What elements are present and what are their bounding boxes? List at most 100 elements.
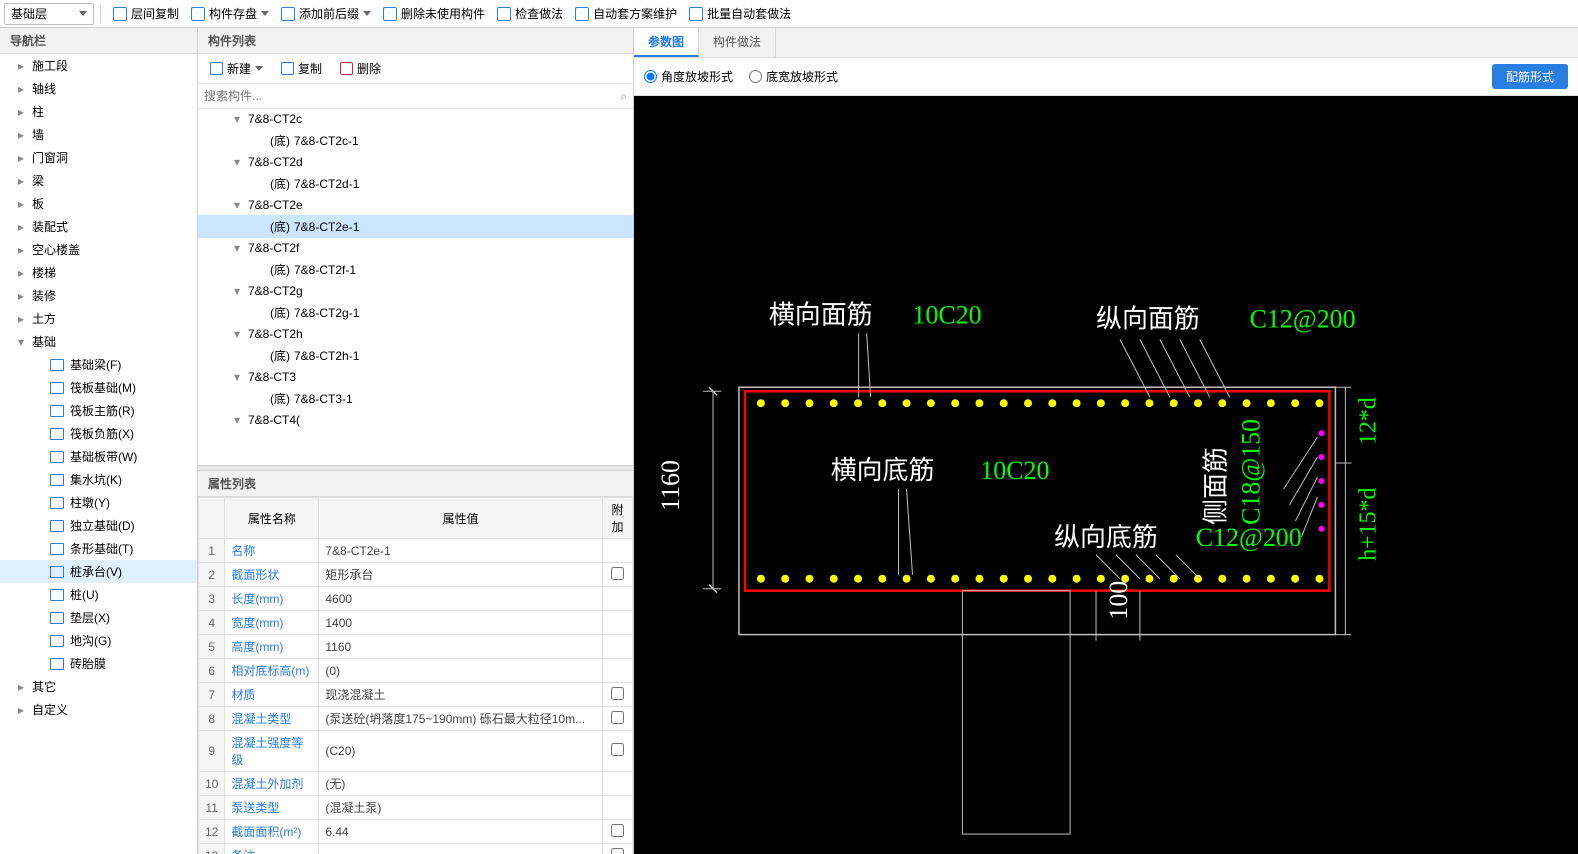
- prop-row[interactable]: 10混凝土外加剂(无): [199, 772, 633, 796]
- prop-chk[interactable]: [603, 611, 633, 635]
- nav-sub-item[interactable]: 筏板主筋(R): [0, 399, 197, 422]
- comp-tree-subitem[interactable]: (底) 7&8-CT2g-1: [198, 301, 633, 324]
- nav-sub-item[interactable]: 独立基础(D): [0, 514, 197, 537]
- prop-val[interactable]: 6.44: [319, 820, 603, 844]
- toolbar-btn-3[interactable]: 删除未使用构件: [377, 3, 491, 25]
- delete-button[interactable]: 删除: [334, 58, 387, 79]
- prop-val[interactable]: 矩形承台: [319, 563, 603, 587]
- prop-chk[interactable]: [603, 844, 633, 854]
- prop-val[interactable]: 1400: [319, 611, 603, 635]
- comp-tree-item[interactable]: ▾7&8-CT2g: [198, 281, 633, 301]
- right-tab[interactable]: 构件做法: [699, 28, 776, 57]
- nav-sub-item[interactable]: 桩(U): [0, 583, 197, 606]
- prop-row[interactable]: 13备注: [199, 844, 633, 854]
- prop-row[interactable]: 1名称7&8-CT2e-1: [199, 539, 633, 563]
- nav-group[interactable]: ▸轴线: [0, 77, 197, 100]
- prop-row[interactable]: 2截面形状矩形承台: [199, 563, 633, 587]
- prop-val[interactable]: (泵送砼(坍落度175~190mm) 砾石最大粒径10m...: [319, 707, 603, 731]
- nav-group[interactable]: ▸其它: [0, 675, 197, 698]
- nav-group[interactable]: ▸装配式: [0, 215, 197, 238]
- toolbar-btn-1[interactable]: 构件存盘: [185, 3, 275, 25]
- prop-val[interactable]: 现浇混凝土: [319, 683, 603, 707]
- toolbar-btn-4[interactable]: 检查做法: [491, 3, 569, 25]
- comp-tree-subitem[interactable]: (底) 7&8-CT2c-1: [198, 129, 633, 152]
- nav-sub-item[interactable]: 桩承台(V): [0, 560, 197, 583]
- nav-sub-item[interactable]: 地沟(G): [0, 629, 197, 652]
- right-tab[interactable]: 参数图: [634, 28, 699, 57]
- prop-row[interactable]: 7材质现浇混凝土: [199, 683, 633, 707]
- comp-tree-item[interactable]: ▾7&8-CT2f: [198, 238, 633, 258]
- nav-sub-item[interactable]: 垫层(X): [0, 606, 197, 629]
- comp-tree-item[interactable]: ▾7&8-CT4(: [198, 410, 633, 430]
- prop-row[interactable]: 11泵送类型(混凝土泵): [199, 796, 633, 820]
- prop-chk[interactable]: [603, 772, 633, 796]
- toolbar-btn-2[interactable]: 添加前后缀: [275, 3, 377, 25]
- prop-chk[interactable]: [603, 796, 633, 820]
- comp-tree-subitem[interactable]: (底) 7&8-CT2h-1: [198, 344, 633, 367]
- prop-val[interactable]: (C20): [319, 731, 603, 772]
- prop-row[interactable]: 6相对底标高(m)(0): [199, 659, 633, 683]
- prop-row[interactable]: 9混凝土强度等级(C20): [199, 731, 633, 772]
- toolbar-btn-6[interactable]: 批量自动套做法: [683, 3, 797, 25]
- comp-tree-item[interactable]: ▾7&8-CT2c: [198, 109, 633, 129]
- reinf-mode-button[interactable]: 配筋形式: [1492, 64, 1568, 89]
- nav-sub-item[interactable]: 柱墩(Y): [0, 491, 197, 514]
- prop-val[interactable]: (混凝土泵): [319, 796, 603, 820]
- comp-tree-subitem[interactable]: (底) 7&8-CT2f-1: [198, 258, 633, 281]
- new-button[interactable]: 新建: [204, 58, 269, 79]
- diagram-canvas[interactable]: 横向面筋10C20纵向面筋C12@200横向底筋10C20纵向底筋C12@200…: [634, 96, 1578, 854]
- prop-row[interactable]: 3长度(mm)4600: [199, 587, 633, 611]
- nav-group[interactable]: ▸自定义: [0, 698, 197, 721]
- prop-row[interactable]: 4宽度(mm)1400: [199, 611, 633, 635]
- prop-chk[interactable]: [603, 731, 633, 772]
- nav-group[interactable]: ▸墙: [0, 123, 197, 146]
- nav-group[interactable]: ▸土方: [0, 307, 197, 330]
- comp-tree-subitem[interactable]: (底) 7&8-CT2e-1: [198, 215, 633, 238]
- prop-chk[interactable]: [603, 820, 633, 844]
- opt-angle[interactable]: 角度放坡形式: [644, 68, 733, 85]
- comp-tree-item[interactable]: ▾7&8-CT2d: [198, 152, 633, 172]
- comp-tree-subitem[interactable]: (底) 7&8-CT2d-1: [198, 172, 633, 195]
- toolbar-btn-0[interactable]: 层间复制: [107, 3, 185, 25]
- opt-width[interactable]: 底宽放坡形式: [749, 68, 838, 85]
- nav-group[interactable]: ▸装修: [0, 284, 197, 307]
- copy-button[interactable]: 复制: [275, 58, 328, 79]
- nav-sub-item[interactable]: 基础板带(W): [0, 445, 197, 468]
- prop-chk[interactable]: [603, 587, 633, 611]
- nav-sub-item[interactable]: 条形基础(T): [0, 537, 197, 560]
- nav-group[interactable]: ▸空心楼盖: [0, 238, 197, 261]
- comp-tree-subitem[interactable]: (底) 7&8-CT3-1: [198, 387, 633, 410]
- radio-angle[interactable]: [644, 70, 657, 83]
- nav-group[interactable]: ▸梁: [0, 169, 197, 192]
- search-input[interactable]: [204, 86, 620, 106]
- prop-val[interactable]: 4600: [319, 587, 603, 611]
- comp-tree-item[interactable]: ▾7&8-CT2e: [198, 195, 633, 215]
- nav-group[interactable]: ▾基础: [0, 330, 197, 353]
- nav-sub-item[interactable]: 筏板基础(M): [0, 376, 197, 399]
- comp-tree-item[interactable]: ▾7&8-CT3: [198, 367, 633, 387]
- layer-dropdown[interactable]: 基础层: [4, 3, 94, 25]
- nav-group[interactable]: ▸柱: [0, 100, 197, 123]
- prop-chk[interactable]: [603, 635, 633, 659]
- radio-width[interactable]: [749, 70, 762, 83]
- prop-row[interactable]: 12截面面积(m²)6.44: [199, 820, 633, 844]
- prop-chk[interactable]: [603, 683, 633, 707]
- prop-val[interactable]: 1160: [319, 635, 603, 659]
- nav-group[interactable]: ▸板: [0, 192, 197, 215]
- prop-val[interactable]: (0): [319, 659, 603, 683]
- nav-group[interactable]: ▸楼梯: [0, 261, 197, 284]
- nav-group[interactable]: ▸门窗洞: [0, 146, 197, 169]
- prop-chk[interactable]: [603, 707, 633, 731]
- prop-chk[interactable]: [603, 563, 633, 587]
- prop-row[interactable]: 5高度(mm)1160: [199, 635, 633, 659]
- prop-val[interactable]: [319, 844, 603, 854]
- prop-chk[interactable]: [603, 659, 633, 683]
- prop-val[interactable]: (无): [319, 772, 603, 796]
- nav-sub-item[interactable]: 砖胎膜: [0, 652, 197, 675]
- prop-row[interactable]: 8混凝土类型(泵送砼(坍落度175~190mm) 砾石最大粒径10m...: [199, 707, 633, 731]
- nav-sub-item[interactable]: 基础梁(F): [0, 353, 197, 376]
- nav-sub-item[interactable]: 筏板负筋(X): [0, 422, 197, 445]
- toolbar-btn-5[interactable]: 自动套方案维护: [569, 3, 683, 25]
- prop-val[interactable]: 7&8-CT2e-1: [319, 539, 603, 563]
- comp-tree-item[interactable]: ▾7&8-CT2h: [198, 324, 633, 344]
